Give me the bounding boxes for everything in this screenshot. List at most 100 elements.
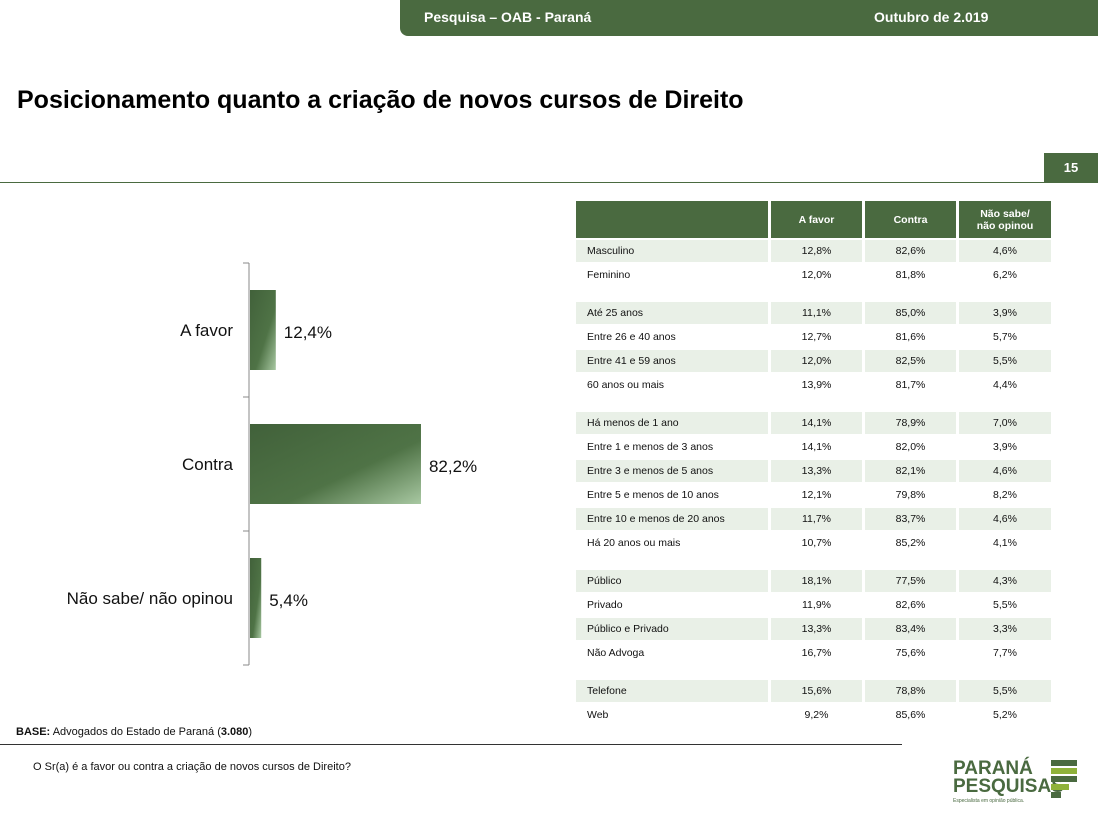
table-cell: 82,1% — [865, 460, 956, 482]
chart-bar — [250, 558, 262, 638]
table-cell: 12,8% — [771, 240, 862, 262]
table-row: Há 20 anos ou mais 10,7% 85,2% 4,1% — [576, 532, 1051, 554]
table-cell: 5,5% — [959, 680, 1051, 702]
table-cell: 5,5% — [993, 599, 1017, 611]
table-row-label: Entre 26 e 40 anos — [587, 331, 676, 343]
logo-line1: PARANÁ — [953, 757, 1033, 779]
logo-line2: PESQUISAS — [953, 776, 1064, 797]
table-row-label: Público e Privado — [576, 618, 768, 640]
table-cell: 6,2% — [993, 269, 1017, 281]
table-cell: 77,5% — [865, 570, 956, 592]
table-cell: 82,0% — [895, 441, 926, 453]
header-bar: Pesquisa – OAB - Paraná Outubro de 2.019 — [400, 0, 1098, 36]
table-row: Privado 11,9% 82,6% 5,5% — [576, 594, 1051, 616]
table-cell: 83,4% — [865, 618, 956, 640]
table-cell: 11,9% — [802, 599, 831, 611]
table-cell: 12,1% — [801, 489, 832, 501]
table-cell: 85,0% — [865, 302, 956, 324]
base-close: ) — [248, 726, 253, 738]
survey-question: O Sr(a) é a favor ou contra a criação de… — [33, 761, 351, 773]
base-count: 3.080 — [220, 726, 249, 738]
table-cell: 12,0% — [801, 269, 832, 281]
table-row-label: Entre 3 e menos de 5 anos — [576, 460, 768, 482]
table-row: Até 25 anos 11,1% 85,0% 3,9% — [576, 302, 1051, 324]
chart-value-label: 5,4% — [269, 591, 308, 610]
base-label: BASE: — [16, 726, 51, 738]
table-row-label: Entre 41 e 59 anos — [576, 350, 768, 372]
logo-tagline: Especialista em opinião pública. — [953, 798, 1024, 804]
base-note: BASE: Advogados do Estado de Paraná (3.0… — [16, 726, 252, 738]
table-cell: 8,2% — [993, 489, 1017, 501]
table-cell: 18,1% — [771, 570, 862, 592]
table-cell: 5,2% — [993, 709, 1017, 721]
table-header-cell: A favor — [771, 201, 862, 238]
table-row-label: Entre 5 e menos de 10 anos — [587, 489, 719, 501]
table-cell: 75,6% — [895, 647, 926, 659]
table-cell: 4,6% — [959, 460, 1051, 482]
table-cell: 5,5% — [959, 350, 1051, 372]
table-row-label: Entre 10 e menos de 20 anos — [576, 508, 768, 530]
table-row: Entre 3 e menos de 5 anos 13,3% 82,1% 4,6% — [576, 460, 1051, 482]
chart-value-label: 82,2% — [429, 457, 477, 476]
chart-category-label: Contra — [182, 455, 234, 474]
table-row: Entre 5 e menos de 10 anos 12,1% 79,8% 8,2% — [576, 484, 1051, 506]
chart-category-label: Não sabe/ não opinou — [67, 589, 233, 608]
page-number: 15 — [1044, 153, 1098, 183]
table-cell: 11,1% — [771, 302, 862, 324]
table-row-label: Telefone — [576, 680, 768, 702]
table-row-label: Privado — [587, 599, 623, 611]
table-row: Público 18,1% 77,5% 4,3% — [576, 570, 1051, 592]
table-row-label: Entre 1 e menos de 3 anos — [587, 441, 714, 453]
table-header-cell: Contra — [865, 201, 956, 238]
table-row: Público e Privado 13,3% 83,4% 3,3% — [576, 618, 1051, 640]
table-cell: 7,7% — [993, 647, 1017, 659]
parana-pesquisas-logo: PARANÁ PESQUISAS Especialista em opinião… — [953, 757, 1077, 804]
bar-chart: A favor 12,4% Contra 82,2% Não sabe/ não opi… — [67, 262, 477, 666]
table-row-label: Web — [587, 709, 609, 721]
footer-divider — [0, 744, 902, 745]
table-cell: 13,9% — [801, 379, 832, 391]
chart-category-label: A favor — [180, 321, 233, 340]
table-row-label: Até 25 anos — [576, 302, 768, 324]
table-row: Web 9,2% 85,6% 5,2% — [576, 704, 1051, 726]
header-date: Outubro de 2.019 — [874, 9, 989, 25]
table-cell: 82,5% — [865, 350, 956, 372]
table-cell: 3,9% — [959, 302, 1051, 324]
table-cell: 81,8% — [895, 269, 926, 281]
table-row: Entre 10 e menos de 20 anos 11,7% 83,7% 4,6… — [576, 508, 1051, 530]
table-cell: 85,2% — [895, 537, 926, 549]
table-cell: 9,2% — [804, 709, 829, 721]
table-cell: 82,6% — [895, 599, 926, 611]
table-cell: 5,7% — [993, 331, 1017, 343]
table-row-label: Há menos de 1 ano — [576, 412, 768, 434]
chart-bar — [250, 290, 276, 370]
table-cell: 14,1% — [801, 441, 832, 453]
table-cell: 15,6% — [771, 680, 862, 702]
table-header-cell — [576, 201, 768, 238]
table-cell: 12,0% — [771, 350, 862, 372]
table-cell: 78,9% — [865, 412, 956, 434]
table-cell: 81,7% — [895, 379, 926, 391]
table-cell: 4,6% — [959, 240, 1051, 262]
table-cell: 78,8% — [865, 680, 956, 702]
table-cell: 13,3% — [771, 618, 862, 640]
page-title: Posicionamento quanto a criação de novos… — [17, 86, 744, 114]
table-row: Não Advoga 16,7% 75,6% 7,7% — [576, 642, 1051, 664]
table-cell: 13,3% — [771, 460, 862, 482]
table-row-label: Masculino — [576, 240, 768, 262]
table-cell: 14,1% — [771, 412, 862, 434]
table-cell: 82,6% — [865, 240, 956, 262]
header-survey-name: Pesquisa – OAB - Paraná — [424, 9, 592, 25]
title-divider — [0, 182, 1098, 183]
table-row: Entre 26 e 40 anos 12,7% 81,6% 5,7% — [576, 326, 1051, 348]
table-row-label: Não Advoga — [587, 647, 645, 659]
table-cell: 3,3% — [959, 618, 1051, 640]
table-cell: 4,1% — [993, 537, 1017, 549]
table-cell: 12,7% — [801, 331, 832, 343]
table-row: Telefone 15,6% 78,8% 5,5% — [576, 680, 1051, 702]
table-row-label: Há 20 anos ou mais — [587, 537, 681, 549]
table-cell: 16,7% — [801, 647, 832, 659]
table-row: Feminino 12,0% 81,8% 6,2% — [576, 264, 1051, 286]
table-cell: 83,7% — [865, 508, 956, 530]
table-row: Entre 41 e 59 anos 12,0% 82,5% 5,5% — [576, 350, 1051, 372]
